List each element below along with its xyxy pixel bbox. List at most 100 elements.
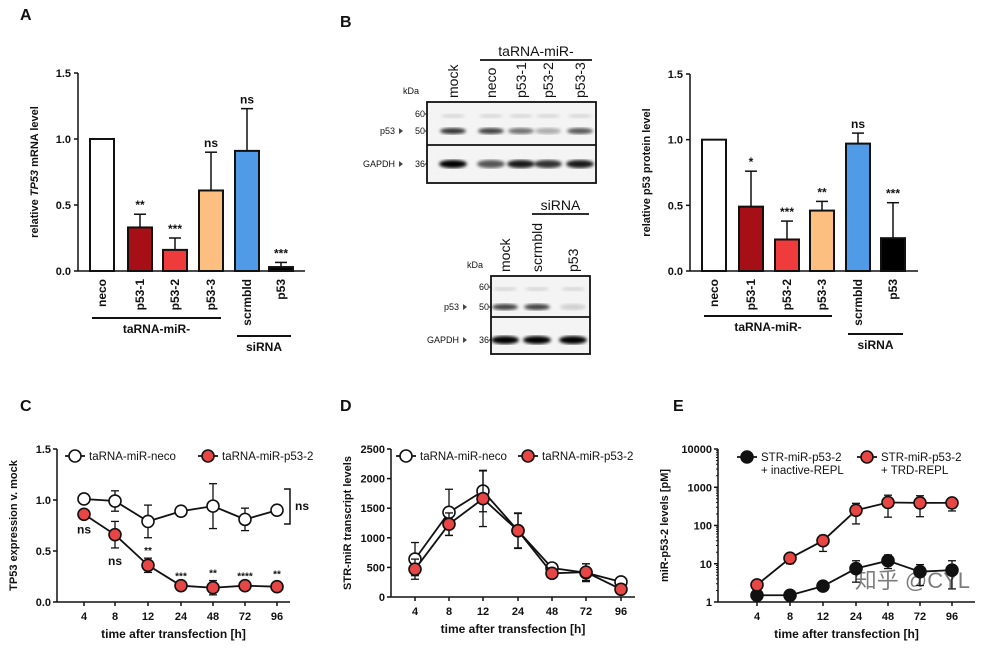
significance-label: ** [817, 185, 827, 199]
x-tick-label: scrmbld [240, 279, 254, 326]
bar-p53 [268, 266, 294, 273]
x-axis-label: time after transfection [h] [101, 627, 246, 641]
band-background [509, 114, 533, 118]
band-background [441, 114, 465, 118]
data-point [881, 495, 895, 510]
data-point [108, 527, 122, 542]
x-tick-label: 48 [546, 606, 558, 618]
y-axis-label-part: relative [29, 196, 41, 238]
group-label: siRNA [541, 197, 581, 213]
x-tick-label: 24 [512, 606, 525, 618]
mw-marker: 36 [415, 159, 425, 169]
data-point [442, 517, 456, 531]
y-tick-label: 500 [367, 562, 385, 574]
group-label: taRNA-miR- [123, 322, 190, 336]
band-label-gapdh: GAPDH [363, 159, 395, 169]
legend-label: + inactive-REPL [761, 465, 844, 477]
y-tick-label: 0.0 [36, 597, 51, 609]
significance-label: ns [240, 93, 254, 107]
band-p53 [508, 128, 534, 134]
x-tick-label: 72 [239, 611, 251, 623]
x-tick-label: p53 [886, 279, 900, 300]
bar-p53-2 [774, 238, 800, 272]
x-tick-label: 12 [142, 611, 154, 623]
significance-label: *** [175, 572, 187, 583]
lane-label: p53 [565, 248, 581, 272]
data-point [849, 561, 863, 576]
data-point [783, 551, 797, 565]
legend-marker [68, 449, 82, 463]
arrowhead-icon [463, 304, 467, 310]
x-tick-label: p53-2 [168, 279, 182, 311]
band-p53 [567, 128, 593, 134]
significance-label: **** [237, 572, 253, 583]
y-tick-label: 2500 [361, 444, 385, 456]
data-point [108, 494, 122, 508]
bar-p53-1 [127, 226, 153, 273]
bar-p53-3 [198, 189, 224, 272]
band-gapdh [566, 160, 594, 168]
y-tick-label: 2000 [361, 474, 385, 486]
lane-label: mock [497, 238, 513, 272]
x-tick-label: 96 [271, 611, 283, 623]
lane-label: p53-3 [572, 62, 588, 98]
band-background [568, 114, 592, 118]
y-tick-label: 1.0 [36, 495, 51, 507]
y-axis-label: relative p53 protein level [641, 108, 653, 236]
y-tick-label: 1.5 [668, 69, 683, 81]
group-label: siRNA [857, 338, 893, 352]
significance-label: ** [209, 569, 217, 580]
data-point [206, 580, 220, 595]
legend-label: STR-miR-p53-2 [881, 452, 962, 464]
data-point [945, 496, 959, 510]
significance-label: ** [135, 198, 145, 212]
x-tick-label: p53-3 [815, 279, 829, 311]
x-tick-label: p53-2 [780, 279, 794, 311]
y-tick-label: 1500 [361, 503, 385, 515]
legend-label: taRNA-miR-p53-2 [222, 451, 313, 463]
band-gapdh [523, 336, 551, 344]
data-point [141, 514, 155, 529]
y-tick-label: 0.5 [36, 546, 51, 558]
significance-label: * [749, 155, 754, 169]
lane-label: neco [483, 67, 499, 98]
data-point [238, 512, 252, 527]
y-tick-label: 0.0 [56, 266, 71, 278]
group-label: siRNA [246, 340, 282, 354]
band-p53 [440, 128, 466, 134]
y-axis-label: relative TP53 mRNA level [29, 106, 41, 238]
mw-marker: 60 [415, 109, 425, 119]
data-point [614, 582, 628, 597]
group-label: taRNA-miR- [498, 43, 574, 59]
x-tick-label: p53-1 [133, 279, 147, 311]
mw-marker: 60 [479, 282, 489, 292]
significance-label: ns [77, 522, 91, 536]
x-tick-label: scrmbld [851, 279, 865, 326]
y-tick-label: 1.5 [56, 68, 71, 80]
y-tick-label: 0 [379, 592, 385, 604]
y-axis-label: TP53 expression v. mock [8, 459, 20, 591]
legend-label: taRNA-miR-p53-2 [542, 451, 633, 463]
legend-label: STR-miR-p53-2 [761, 452, 842, 464]
x-tick-label: 96 [615, 606, 627, 618]
band-p53 [524, 304, 550, 310]
x-axis-label: time after transfection [h] [774, 627, 919, 641]
lane-label: scrmbld [529, 223, 545, 272]
data-point [270, 503, 284, 518]
significance-label: ns [851, 117, 865, 131]
legend-marker [740, 450, 754, 464]
x-tick-label: 72 [580, 606, 592, 618]
band-gapdh [507, 160, 535, 168]
data-point [77, 492, 91, 506]
x-tick-label: p53 [274, 279, 288, 300]
data-point [408, 562, 422, 576]
lane-label: p53-2 [540, 62, 556, 98]
significance-label: ns [108, 554, 122, 568]
data-point [206, 499, 220, 513]
y-axis-label-part: mRNA level [29, 106, 41, 170]
data-point [270, 579, 284, 594]
legend-marker [399, 449, 413, 463]
band-gapdh [534, 160, 562, 168]
legend-marker [201, 449, 215, 463]
